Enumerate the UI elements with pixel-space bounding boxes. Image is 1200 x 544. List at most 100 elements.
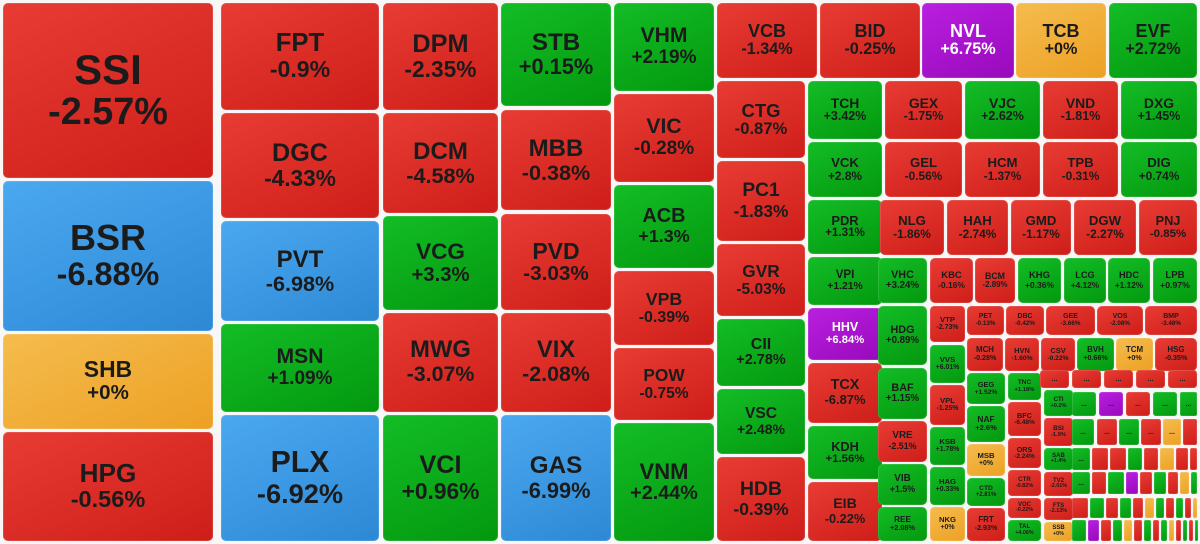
tile-GVR[interactable]: GVR -5.03% <box>717 244 805 316</box>
tile-VNM[interactable]: VNM +2.44% <box>614 423 714 541</box>
tile-TPB[interactable]: TPB -0.31% <box>1043 142 1118 197</box>
tile-ACB[interactable]: ACB +1.3% <box>614 185 714 268</box>
mosaic-tile[interactable] <box>1133 498 1143 518</box>
tile-PNJ[interactable]: PNJ -0.85% <box>1139 200 1197 255</box>
tile-VVS[interactable]: VVS +6.01% <box>930 345 965 383</box>
mosaic-tile[interactable]: ... <box>1163 419 1181 445</box>
tile-VND[interactable]: VND -1.81% <box>1043 81 1118 139</box>
tile-BMP[interactable]: BMP -3.48% <box>1145 306 1197 335</box>
tile-TCM[interactable]: TCM +0% <box>1116 338 1153 371</box>
tile-KDH[interactable]: KDH +1.56% <box>808 426 882 479</box>
mosaic-tile[interactable]: ... <box>1168 370 1197 388</box>
tile-MSB[interactable]: MSB +0% <box>967 444 1005 476</box>
tile-TCB[interactable]: TCB +0% <box>1016 3 1106 78</box>
mosaic-tile[interactable] <box>1195 520 1198 541</box>
mosaic-tile[interactable] <box>1156 498 1164 518</box>
mosaic-tile[interactable]: ... <box>1072 392 1096 416</box>
mosaic-tile[interactable] <box>1092 472 1106 494</box>
tile-TV2[interactable]: TV2 -2.01% <box>1044 472 1073 496</box>
tile-DPM[interactable]: DPM -2.35% <box>383 3 498 110</box>
tile-FPT[interactable]: FPT -0.9% <box>221 3 379 110</box>
tile-DGW[interactable]: DGW -2.27% <box>1074 200 1136 255</box>
tile-TCH[interactable]: TCH +3.42% <box>808 81 882 139</box>
mosaic-tile[interactable] <box>1153 520 1159 541</box>
mosaic-tile[interactable] <box>1144 448 1158 470</box>
tile-BFC[interactable]: BFC -6.48% <box>1008 402 1041 436</box>
mosaic-tile[interactable]: ... <box>1104 370 1133 388</box>
tile-BVH[interactable]: BVH +0.66% <box>1077 338 1114 371</box>
tile-CTR[interactable]: CTR -0.82% <box>1008 470 1041 496</box>
tile-EIB[interactable]: EIB -0.22% <box>808 482 882 541</box>
mosaic-tile[interactable] <box>1090 498 1104 518</box>
mosaic-tile[interactable] <box>1124 520 1132 541</box>
tile-CII[interactable]: CII +2.78% <box>717 319 805 386</box>
mosaic-tile[interactable] <box>1180 472 1189 494</box>
mosaic-tile[interactable] <box>1193 498 1197 518</box>
tile-SHB[interactable]: SHB +0% <box>3 334 213 429</box>
mosaic-tile[interactable] <box>1092 448 1108 470</box>
mosaic-tile[interactable] <box>1183 419 1197 445</box>
mosaic-tile[interactable] <box>1134 520 1142 541</box>
mosaic-tile[interactable] <box>1176 520 1181 541</box>
tile-MSN[interactable]: MSN +1.09% <box>221 324 379 412</box>
tile-FRT[interactable]: FRT -2.93% <box>967 508 1005 541</box>
tile-CTI[interactable]: CTI +0.2% <box>1044 390 1073 416</box>
mosaic-tile[interactable]: ... <box>1119 419 1139 445</box>
mosaic-tile[interactable]: ... <box>1040 370 1069 388</box>
mosaic-tile[interactable] <box>1101 520 1111 541</box>
tile-REE[interactable]: REE +2.08% <box>878 507 927 541</box>
tile-VOS[interactable]: VOS -2.08% <box>1097 306 1143 335</box>
tile-PVT[interactable]: PVT -6.98% <box>221 221 379 321</box>
mosaic-tile[interactable] <box>1183 520 1187 541</box>
tile-SSI[interactable]: SSI -2.57% <box>3 3 213 178</box>
tile-NLG[interactable]: NLG -1.86% <box>880 200 944 255</box>
mosaic-tile[interactable] <box>1145 498 1154 518</box>
mosaic-tile[interactable] <box>1126 472 1138 494</box>
mosaic-tile[interactable] <box>1144 520 1151 541</box>
tile-VSC[interactable]: VSC +2.48% <box>717 389 805 454</box>
mosaic-tile[interactable]: ... <box>1153 392 1177 416</box>
tile-CTD[interactable]: CTD +2.81% <box>967 478 1005 506</box>
tile-GEL[interactable]: GEL -0.56% <box>885 142 962 197</box>
tile-MCH[interactable]: MCH -0.28% <box>967 338 1003 371</box>
tile-VRE[interactable]: VRE -2.51% <box>878 421 927 462</box>
mosaic-tile[interactable] <box>1072 520 1086 541</box>
tile-KHG[interactable]: KHG +0.36% <box>1018 258 1061 303</box>
tile-VCK[interactable]: VCK +2.8% <box>808 142 882 197</box>
mosaic-tile[interactable]: ... <box>1180 392 1197 416</box>
tile-PDR[interactable]: PDR +1.31% <box>808 200 882 254</box>
mosaic-tile[interactable] <box>1106 498 1118 518</box>
mosaic-tile[interactable] <box>1176 448 1188 470</box>
tile-STB[interactable]: STB +0.15% <box>501 3 611 106</box>
tile-GMD[interactable]: GMD -1.17% <box>1011 200 1071 255</box>
mosaic-tile[interactable] <box>1160 448 1174 470</box>
tile-KBC[interactable]: KBC -0.16% <box>930 258 973 303</box>
tile-DIG[interactable]: DIG +0.74% <box>1121 142 1197 197</box>
tile-CTG[interactable]: CTG -0.87% <box>717 81 805 158</box>
tile-VPB[interactable]: VPB -0.39% <box>614 271 714 345</box>
mosaic-tile[interactable]: ... <box>1097 419 1117 445</box>
tile-HDG[interactable]: HDG +0.89% <box>878 306 927 365</box>
tile-NKG[interactable]: NKG +0% <box>930 507 965 541</box>
tile-NVL[interactable]: NVL +6.75% <box>922 3 1014 78</box>
tile-VOC[interactable]: VOC -0.22% <box>1008 498 1041 518</box>
tile-DXG[interactable]: DXG +1.45% <box>1121 81 1197 139</box>
mosaic-tile[interactable] <box>1161 520 1167 541</box>
tile-HCM[interactable]: HCM -1.37% <box>965 142 1040 197</box>
tile-GEE[interactable]: GEE -3.66% <box>1046 306 1095 335</box>
tile-PLX[interactable]: PLX -6.92% <box>221 415 379 541</box>
tile-VCG[interactable]: VCG +3.3% <box>383 216 498 310</box>
tile-FTS[interactable]: FTS -2.13% <box>1044 498 1073 520</box>
mosaic-tile[interactable] <box>1169 520 1174 541</box>
tile-HHV[interactable]: HHV +6.84% <box>808 308 882 360</box>
tile-VTP[interactable]: VTP -2.73% <box>930 306 965 342</box>
mosaic-tile[interactable] <box>1140 472 1152 494</box>
tile-HDB[interactable]: HDB -0.39% <box>717 457 805 541</box>
tile-HAH[interactable]: HAH -2.74% <box>947 200 1008 255</box>
tile-TNC[interactable]: TNC +1.18% <box>1008 373 1041 400</box>
tile-SAB[interactable]: SAB +1.4% <box>1044 448 1073 470</box>
tile-BID[interactable]: BID -0.25% <box>820 3 920 78</box>
tile-DCM[interactable]: DCM -4.58% <box>383 113 498 213</box>
tile-HPG[interactable]: HPG -0.56% <box>3 432 213 541</box>
mosaic-tile[interactable]: ... <box>1072 472 1090 494</box>
